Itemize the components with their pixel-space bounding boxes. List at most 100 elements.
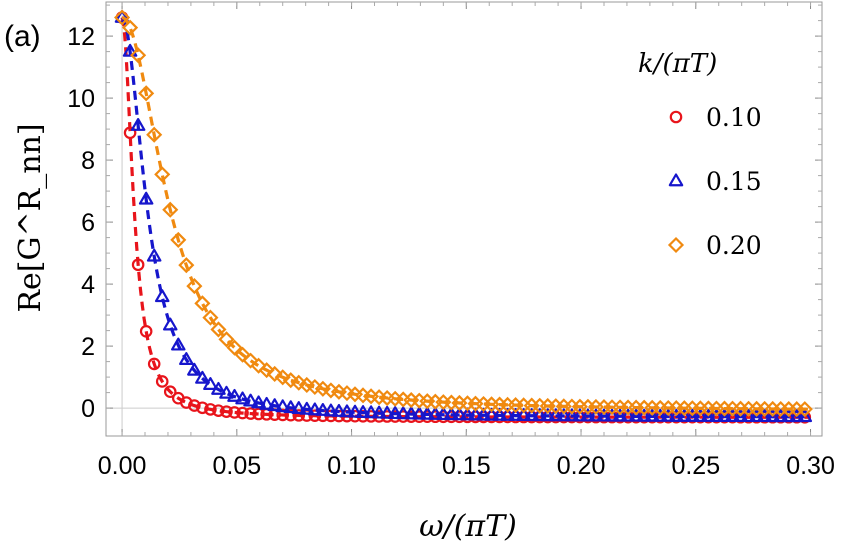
data-point-triangle: [773, 409, 788, 423]
data-point-triangle: [243, 393, 258, 407]
data-point-triangle: [572, 408, 588, 422]
x-tick-label: 0.30: [786, 452, 835, 480]
data-point-circle: [180, 396, 193, 409]
x-tick-labels: 0.00 0.05 0.10 0.15 0.20 0.25 0.30: [98, 452, 835, 480]
data-point-circle: [669, 110, 683, 124]
data-point-triangle: [452, 407, 467, 421]
data-point-triangle: [154, 289, 170, 303]
data-point-circle: [292, 409, 306, 422]
legend-items: 0.10 0.15 0.20: [667, 103, 762, 260]
data-point-triangle: [436, 407, 451, 421]
data-point-diamond: [194, 295, 211, 312]
data-point-diamond: [796, 401, 813, 418]
y-tick-label: 12: [67, 23, 95, 51]
data-point-diamond: [242, 352, 259, 369]
data-point-triangle: [668, 173, 684, 187]
data-point-triangle: [428, 406, 443, 420]
x-tick-label: 0.15: [442, 452, 491, 480]
data-point-circle: [252, 407, 265, 421]
data-point-triangle: [403, 406, 419, 420]
data-point-triangle: [146, 248, 162, 262]
data-point-triangle: [379, 405, 395, 419]
data-point-triangle: [411, 406, 427, 420]
data-point-triangle: [500, 407, 515, 421]
data-point-triangle: [548, 408, 564, 422]
x-tick-label: 0.20: [557, 452, 606, 480]
data-point-triangle: [315, 403, 331, 416]
data-point-triangle: [701, 408, 716, 422]
data-point-triangle: [556, 408, 572, 422]
x-axis-title: ω/(πT): [419, 509, 517, 544]
data-point-triangle: [114, 9, 130, 23]
series-layer: [114, 9, 813, 424]
y-tick-labels: 0 2 4 6 8 10 12: [67, 23, 95, 423]
data-point-triangle: [789, 409, 805, 423]
data-point-triangle: [508, 408, 523, 421]
data-point-circle: [123, 126, 137, 140]
data-point-triangle: [757, 409, 772, 423]
data-point-triangle: [460, 407, 475, 421]
data-point-circle: [131, 258, 145, 272]
data-point-triangle: [628, 408, 644, 422]
data-point-triangle: [307, 402, 323, 416]
data-point-diamond: [202, 309, 219, 326]
data-point-triangle: [604, 408, 620, 422]
data-point-triangle: [741, 409, 756, 423]
data-point-triangle: [444, 407, 459, 421]
data-point-diamond: [130, 47, 147, 64]
data-point-triangle: [371, 405, 387, 419]
data-point-triangle: [677, 408, 692, 422]
data-point-circle: [244, 407, 257, 420]
data-point-circle: [284, 408, 298, 422]
data-point-triangle: [636, 408, 652, 422]
data-point-triangle: [492, 407, 507, 421]
data-point-circle: [196, 401, 209, 415]
data-point-triangle: [749, 409, 764, 423]
data-point-diamond: [210, 321, 227, 338]
data-point-diamond: [162, 201, 179, 218]
data-point-triangle: [468, 407, 483, 421]
data-point-circle: [155, 375, 169, 388]
data-point-diamond: [218, 331, 235, 348]
data-point-circle: [212, 404, 225, 417]
data-point-triangle: [685, 408, 700, 422]
data-point-diamond: [250, 357, 267, 374]
data-point-triangle: [162, 317, 178, 331]
data-point-triangle: [532, 408, 548, 422]
data-point-diamond: [138, 85, 155, 102]
panel-label: (a): [4, 20, 41, 53]
data-point-diamond: [154, 166, 171, 183]
data-point-triangle: [725, 409, 740, 422]
data-point-triangle: [179, 352, 194, 366]
x-tick-label: 0.00: [98, 452, 147, 480]
data-point-triangle: [669, 408, 684, 422]
data-point-triangle: [660, 408, 676, 422]
data-point-circle: [163, 385, 177, 399]
data-point-triangle: [540, 408, 556, 422]
data-point-triangle: [323, 403, 339, 417]
x-tick-label: 0.10: [327, 452, 376, 480]
data-point-diamond: [234, 346, 251, 363]
data-point-diamond: [282, 372, 299, 389]
data-point-diamond: [178, 257, 195, 274]
data-point-circle: [188, 399, 201, 412]
data-point-diamond: [667, 236, 685, 254]
data-point-triangle: [355, 405, 371, 418]
legend: k/(πT) 0.10 0.15 0.20: [638, 49, 762, 260]
data-point-triangle: [765, 409, 780, 423]
y-tick-label: 10: [67, 85, 95, 113]
series-diamond: [114, 9, 813, 418]
data-point-triangle: [339, 404, 355, 418]
data-point-triangle: [797, 409, 813, 423]
data-point-triangle: [291, 401, 307, 414]
data-point-triangle: [219, 385, 234, 399]
data-point-triangle: [733, 409, 748, 422]
data-point-circle: [236, 406, 249, 420]
data-point-triangle: [267, 398, 282, 412]
data-point-triangle: [235, 391, 250, 405]
data-point-diamond: [114, 9, 131, 26]
y-tick-label: 4: [81, 271, 95, 299]
data-point-triangle: [476, 407, 491, 421]
legend-label: 0.15: [706, 167, 762, 196]
data-point-triangle: [387, 406, 403, 420]
